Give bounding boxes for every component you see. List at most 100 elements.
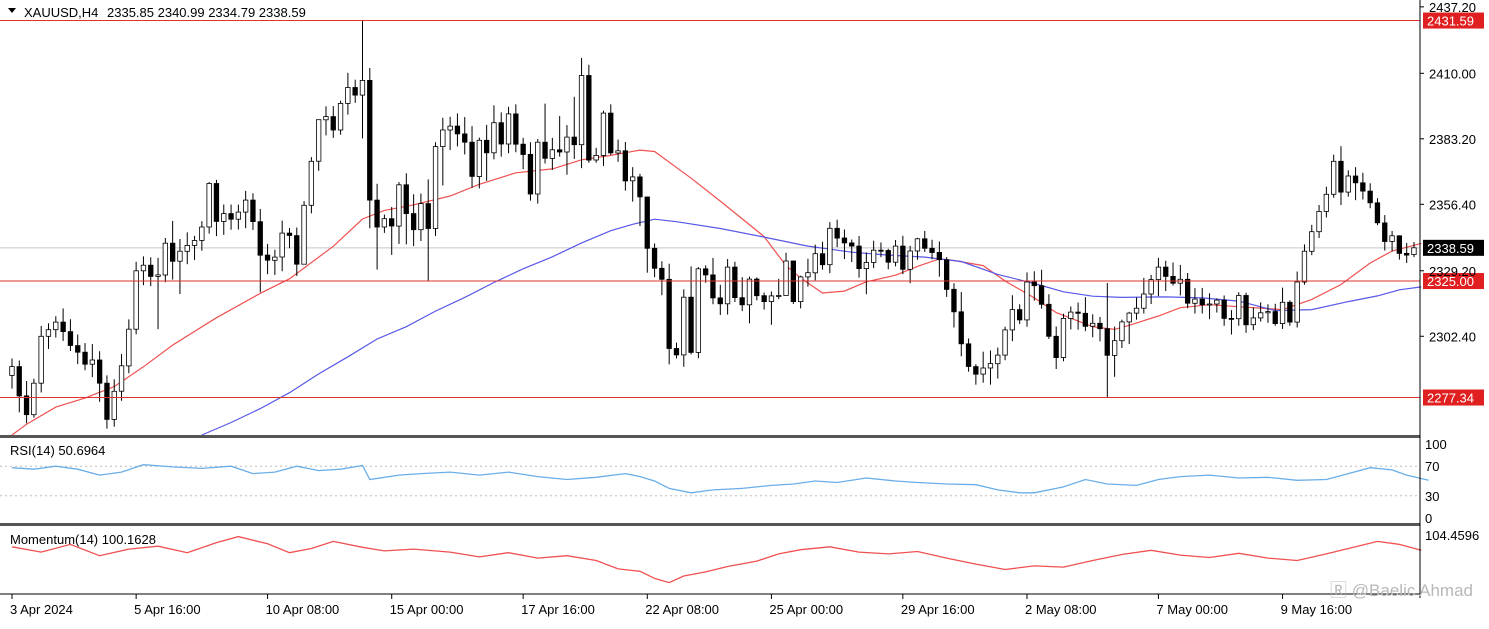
candle[interactable] [323,106,329,136]
candle[interactable] [527,142,534,201]
candle[interactable] [600,110,607,166]
candle[interactable] [1038,269,1045,309]
candle[interactable] [571,96,577,159]
candle[interactable] [1345,170,1351,197]
candle[interactable] [885,248,891,270]
candle[interactable] [615,139,621,162]
candle[interactable] [228,204,234,230]
candle[interactable] [337,100,344,135]
candle[interactable] [1053,326,1059,370]
candle[interactable] [805,258,811,287]
candle[interactable] [1133,297,1140,320]
candle[interactable] [403,173,409,245]
candle[interactable] [520,137,526,170]
candle[interactable] [308,157,315,214]
candle[interactable] [1287,300,1293,326]
candle[interactable] [1155,257,1162,297]
candle[interactable] [783,252,789,296]
candle[interactable] [666,263,672,365]
candle[interactable] [315,119,322,171]
candle[interactable] [863,252,869,295]
candle[interactable] [1185,272,1191,309]
candle[interactable] [535,139,541,204]
candle[interactable] [739,277,745,312]
candle[interactable] [1170,262,1176,286]
candle[interactable] [871,240,877,269]
panel-separator[interactable] [0,435,1420,438]
chevron-down-icon[interactable] [8,8,16,13]
candle[interactable] [367,67,373,229]
candle[interactable] [272,249,278,275]
candle[interactable] [1002,326,1008,361]
candle[interactable] [513,104,519,153]
candle[interactable] [1382,215,1388,251]
candle[interactable] [900,235,906,275]
candle[interactable] [213,179,220,237]
candle[interactable] [345,72,351,115]
candle[interactable] [104,375,110,429]
candle[interactable] [491,105,497,160]
candle[interactable] [1309,224,1315,256]
candle[interactable] [250,193,256,230]
candle[interactable] [206,182,212,234]
candle[interactable] [1126,311,1132,345]
candle[interactable] [97,351,103,402]
candle[interactable] [849,239,855,262]
panel-separator[interactable] [0,523,1420,526]
candle[interactable] [746,276,753,324]
candle[interactable] [483,124,490,181]
candle[interactable] [644,196,650,273]
candle[interactable] [703,265,709,283]
candle[interactable] [352,79,358,103]
candle[interactable] [1338,146,1344,206]
candle[interactable] [257,208,263,293]
candle[interactable] [695,267,701,359]
candle[interactable] [1097,316,1103,342]
candle[interactable] [790,260,796,305]
candle[interactable] [126,319,132,374]
candle[interactable] [242,190,249,229]
candle[interactable] [235,204,242,230]
candle[interactable] [637,173,643,227]
candle[interactable] [1119,319,1125,348]
candle[interactable] [279,220,285,272]
candle[interactable] [717,284,723,316]
candle[interactable] [841,229,848,260]
candle[interactable] [330,106,336,138]
candle[interactable] [827,222,833,274]
candle[interactable] [381,214,388,233]
candle[interactable] [958,292,964,357]
candle[interactable] [834,219,840,248]
candle[interactable] [878,242,884,258]
candle[interactable] [432,142,439,237]
candle[interactable] [819,241,826,270]
candle[interactable] [856,236,862,278]
candle[interactable] [1323,186,1329,218]
candle[interactable] [294,227,300,276]
candle[interactable] [944,257,950,297]
candle[interactable] [564,125,570,175]
candle[interactable] [111,379,117,427]
candle[interactable] [1265,304,1271,323]
candle[interactable] [1090,314,1096,338]
candle[interactable] [418,193,424,241]
candle[interactable] [1192,288,1198,314]
candle[interactable] [454,113,461,147]
candle[interactable] [578,57,585,169]
candle[interactable] [169,220,176,280]
candle[interactable] [155,257,161,330]
candle[interactable] [9,358,15,389]
candle[interactable] [951,283,957,328]
candle[interactable] [724,259,731,315]
candle[interactable] [681,289,687,367]
candle[interactable] [1017,304,1023,325]
candle[interactable] [264,243,271,275]
candle[interactable] [1331,154,1337,198]
candle[interactable] [447,116,453,151]
candle[interactable] [440,117,446,186]
candle[interactable] [221,204,227,235]
candle[interactable] [374,183,380,270]
candle[interactable] [359,20,366,139]
